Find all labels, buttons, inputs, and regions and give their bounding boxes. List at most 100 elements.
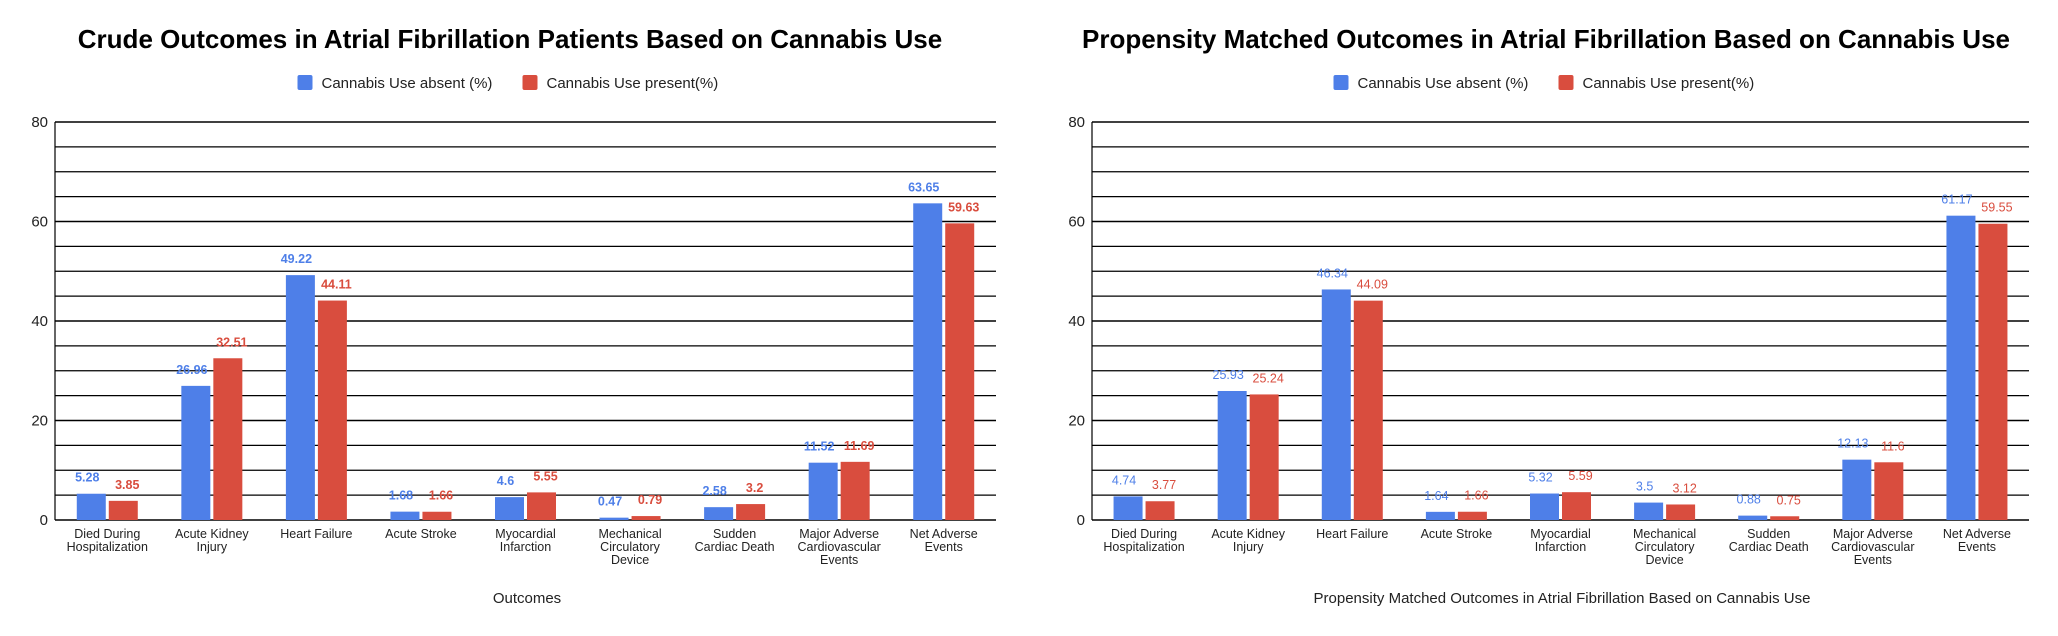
y-tick-label: 40 (1068, 313, 1085, 330)
bar-died-during-hospitalization-present (108, 500, 138, 520)
data-label-died-during-hospitalization-present: 3.77 (1152, 478, 1176, 492)
legend-item-cannabis-use-absent: Cannabis Use absent (%) (1333, 75, 1529, 92)
bars (1113, 215, 2008, 520)
data-label-heart-failure-present: 44.09 (1357, 278, 1388, 292)
crude-outcomes-chart: Crude Outcomes in Atrial Fibrillation Pa… (31, 24, 996, 607)
y-tick-label: 0 (1077, 512, 1085, 529)
x-tick-label-died-during-hospitalization: Died During Hospitalization (67, 527, 148, 554)
bar-major-adverse-cardiovascular-events-present (1874, 462, 1904, 520)
data-labels: 4.74 3.77 25.93 25.24 46.34 44.09 1.64 1.66 5.32… (1112, 193, 2013, 508)
x-tick-label-heart-failure: Heart Failure (280, 527, 352, 541)
bar-mechanical-circulatory-device-absent (1634, 502, 1664, 520)
data-label-net-adverse-events-absent: 61.17 (1941, 193, 1972, 207)
x-tick-label-sudden-cardiac-death: Sudden Cardiac Death (695, 527, 775, 554)
x-tick-label-acute-stroke: Acute Stroke (385, 527, 457, 541)
x-tick-label-net-adverse-events: Net Adverse Events (910, 527, 978, 554)
data-label-acute-stroke-absent: 1.64 (1424, 489, 1448, 503)
legend-item-cannabis-use-present: Cannabis Use present(%) (1558, 75, 1755, 92)
data-label-died-during-hospitalization-absent: 4.74 (1112, 473, 1136, 487)
bar-acute-stroke-absent (390, 511, 420, 520)
x-tick-label-mechanical-circulatory-device: Mechanical Circulatory Device (598, 527, 661, 567)
data-label-died-during-hospitalization-absent: 5.28 (75, 471, 99, 485)
gridlines (54, 121, 996, 521)
data-label-acute-stroke-present: 1.66 (429, 489, 453, 503)
y-tick-label: 40 (31, 313, 48, 330)
data-label-net-adverse-events-absent: 63.65 (908, 180, 939, 194)
data-label-sudden-cardiac-death-present: 3.2 (746, 481, 763, 495)
bar-mechanical-circulatory-device-absent (599, 517, 629, 520)
legend: Cannabis Use absent (%) Cannabis Use pres… (1333, 75, 1755, 92)
bar-acute-kidney-injury-present (1249, 394, 1279, 520)
legend-label: Cannabis Use present(%) (1583, 75, 1755, 92)
bar-died-during-hospitalization-present (1145, 501, 1175, 520)
x-tick-label-net-adverse-events: Net Adverse Events (1943, 527, 2011, 554)
x-tick-label-heart-failure: Heart Failure (1316, 527, 1388, 541)
legend-swatch (1333, 75, 1349, 90)
y-tick-label: 80 (1068, 114, 1085, 131)
x-tick-label-sudden-cardiac-death: Sudden Cardiac Death (1729, 527, 1809, 554)
chart-title: Propensity Matched Outcomes in Atrial Fi… (1082, 24, 2010, 54)
data-label-major-adverse-cardiovascular-events-present: 11.69 (844, 439, 875, 453)
data-label-acute-kidney-injury-present: 25.24 (1253, 371, 1284, 385)
legend: Cannabis Use absent (%) Cannabis Use pres… (297, 75, 719, 92)
bar-acute-stroke-present (1457, 511, 1487, 520)
y-tick-label: 60 (1068, 214, 1085, 231)
bar-myocardial-infarction-present (527, 492, 556, 520)
y-tick-label: 80 (31, 114, 48, 131)
data-label-sudden-cardiac-death-absent: 2.58 (702, 484, 726, 498)
data-label-net-adverse-events-present: 59.63 (948, 200, 979, 214)
legend-label: Cannabis Use absent (%) (322, 75, 493, 92)
y-tick-label: 20 (31, 413, 48, 430)
bar-mechanical-circulatory-device-present (1666, 504, 1696, 520)
bar-major-adverse-cardiovascular-events-absent (1842, 459, 1872, 520)
data-label-heart-failure-present: 44.11 (321, 278, 352, 292)
legend-swatch (297, 75, 313, 90)
bar-heart-failure-absent (285, 275, 315, 520)
propensity-matched-outcomes-chart: Propensity Matched Outcomes in Atrial Fi… (1068, 24, 2029, 607)
data-label-acute-kidney-injury-present: 32.51 (216, 335, 247, 349)
data-label-major-adverse-cardiovascular-events-present: 11.6 (1881, 439, 1904, 453)
bar-net-adverse-events-present (945, 223, 975, 520)
data-label-mechanical-circulatory-device-absent: 3.5 (1636, 480, 1653, 494)
data-label-mechanical-circulatory-device-present: 3.12 (1672, 481, 1696, 495)
data-label-myocardial-infarction-present: 5.55 (533, 469, 557, 483)
x-tick-label-acute-stroke: Acute Stroke (1421, 527, 1493, 541)
x-tick-label-died-during-hospitalization: Died During Hospitalization (1103, 527, 1184, 554)
data-label-acute-kidney-injury-absent: 25.93 (1213, 368, 1244, 382)
bar-sudden-cardiac-death-present (736, 504, 766, 520)
x-tick-label-myocardial-infarction: Myocardial Infarction (495, 527, 555, 554)
bar-heart-failure-absent (1321, 289, 1351, 520)
legend-label: Cannabis Use absent (%) (1358, 75, 1529, 92)
gridlines (1091, 121, 2029, 521)
data-label-mechanical-circulatory-device-absent: 0.47 (598, 495, 622, 509)
bar-died-during-hospitalization-absent (1113, 496, 1143, 520)
bar-myocardial-infarction-absent (495, 497, 524, 520)
legend-label: Cannabis Use present(%) (547, 75, 719, 92)
y-tick-label: 0 (40, 512, 48, 529)
data-label-net-adverse-events-present: 59.55 (1981, 201, 2012, 215)
data-labels: 5.28 3.85 26.96 32.51 49.22 44.11 1.68 1.66 4.6 5… (75, 180, 979, 508)
bar-mechanical-circulatory-device-present (631, 516, 661, 520)
bar-acute-kidney-injury-present (213, 358, 243, 520)
x-tick-label-mechanical-circulatory-device: Mechanical Circulatory Device (1633, 527, 1696, 567)
bar-net-adverse-events-present (1978, 223, 2008, 520)
data-label-mechanical-circulatory-device-present: 0.79 (638, 493, 662, 507)
bar-major-adverse-cardiovascular-events-present (840, 461, 870, 520)
y-tick-label: 60 (31, 214, 48, 231)
x-axis-title: Outcomes (493, 590, 561, 607)
data-label-acute-kidney-injury-absent: 26.96 (176, 363, 207, 377)
bar-myocardial-infarction-present (1562, 492, 1591, 520)
bar-sudden-cardiac-death-absent (704, 507, 734, 520)
data-label-died-during-hospitalization-present: 3.85 (115, 478, 139, 492)
chart-title: Crude Outcomes in Atrial Fibrillation Pa… (78, 24, 942, 54)
bar-acute-stroke-absent (1425, 511, 1455, 520)
bar-heart-failure-present (1353, 300, 1383, 520)
data-label-myocardial-infarction-absent: 4.6 (497, 474, 514, 488)
bar-acute-kidney-injury-absent (1217, 390, 1247, 520)
x-tick-label-myocardial-infarction: Myocardial Infarction (1530, 527, 1590, 554)
bar-acute-kidney-injury-absent (181, 385, 211, 520)
bar-net-adverse-events-absent (913, 203, 943, 520)
data-label-myocardial-infarction-present: 5.59 (1568, 469, 1592, 483)
x-tick-label-major-adverse-cardiovascular-events: Major Adverse Cardiovascular Events (1831, 527, 1914, 567)
